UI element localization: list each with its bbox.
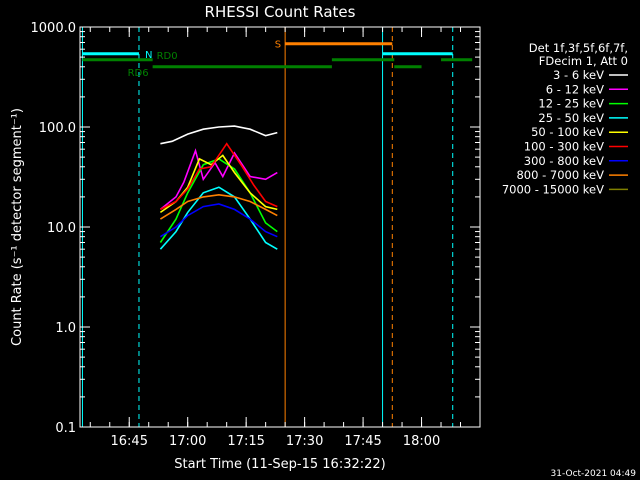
legend-header-line-2: FDecim 1, Att 0 <box>539 54 628 68</box>
legend-header-line-1: Det 1f,3f,5f,6f,7f, <box>529 41 628 55</box>
x-tick-label: 17:45 <box>344 434 381 449</box>
series-line-5 <box>160 142 278 211</box>
legend: Det 1f,3f,5f,6f,7f, FDecim 1, Att 0 3 - … <box>502 41 628 196</box>
data-series <box>159 125 278 250</box>
y-tick-label: 1000.0 <box>31 21 77 36</box>
y-tick-label: 100.0 <box>39 121 76 136</box>
y-tick-label: 10.0 <box>47 221 76 236</box>
legend-label-1: 6 - 12 keV <box>546 82 604 96</box>
y-axis-label: Count Rate (s⁻¹ detector segment⁻¹) <box>10 108 25 346</box>
legend-label-5: 100 - 300 keV <box>524 140 604 154</box>
footer-timestamp: 31-Oct-2021 04:49 <box>551 469 637 479</box>
y-tick-label: 1.0 <box>55 321 76 336</box>
x-tick-label: 17:30 <box>286 434 323 449</box>
legend-label-6: 300 - 800 keV <box>524 154 604 168</box>
chart-title: RHESSI Count Rates <box>205 3 356 21</box>
state-label-n: N <box>145 50 152 61</box>
state-label-rd0: RD0 <box>157 51 178 62</box>
legend-label-0: 3 - 6 keV <box>553 68 604 82</box>
x-tick-label: 18:00 <box>403 434 440 449</box>
state-label-rd6: RD6 <box>128 68 149 79</box>
series-line-3 <box>159 186 278 250</box>
series-line-7 <box>159 193 278 220</box>
legend-label-7: 800 - 7000 keV <box>516 168 604 182</box>
y-tick-label: 0.1 <box>55 421 76 436</box>
x-tick-label: 17:15 <box>227 434 264 449</box>
legend-label-2: 12 - 25 keV <box>538 97 604 111</box>
plot-area <box>81 27 454 427</box>
state-label-s: S <box>275 40 281 51</box>
legend-label-4: 50 - 100 keV <box>531 125 604 139</box>
x-axis: 16:45 17:00 17:15 17:30 17:45 18:00 <box>89 27 481 449</box>
series-line-0 <box>160 125 278 145</box>
legend-label-3: 25 - 50 keV <box>538 111 604 125</box>
state-bars: N S RD0 RD6 <box>82 40 473 79</box>
series-line-6 <box>159 203 278 238</box>
legend-label-8: 7000 - 15000 keV <box>502 182 604 196</box>
series-line-1 <box>159 148 278 211</box>
y-axis: 0.1 1.0 10.0 100.0 1000.0 <box>31 21 480 436</box>
x-axis-label: Start Time (11-Sep-15 16:32:22) <box>174 457 385 472</box>
x-tick-label: 16:45 <box>111 434 148 449</box>
x-tick-label: 17:00 <box>169 434 206 449</box>
